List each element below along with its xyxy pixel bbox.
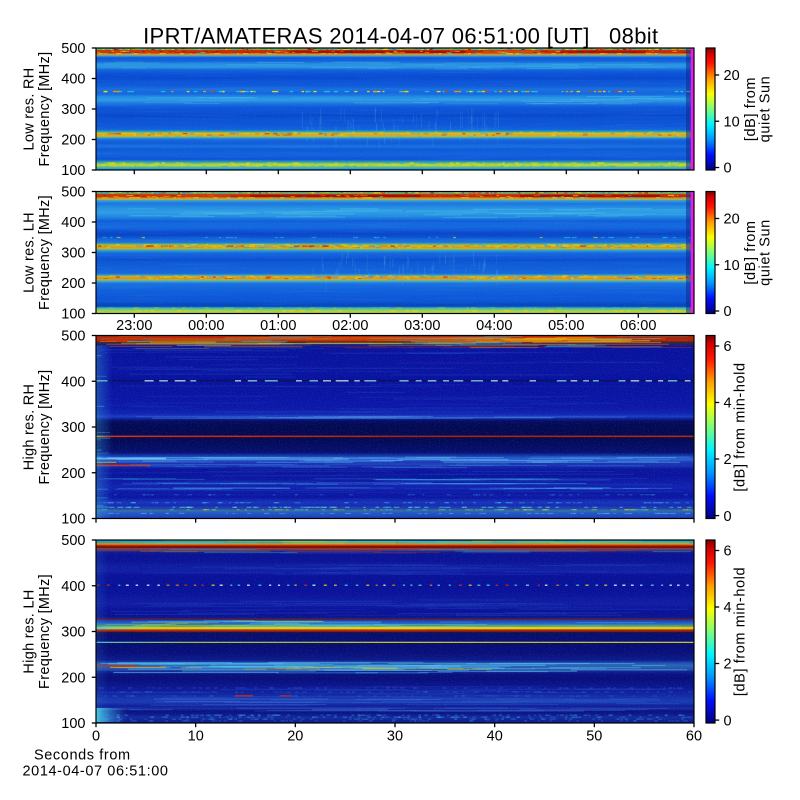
svg-text:300: 300 xyxy=(61,246,85,262)
svg-text:30: 30 xyxy=(387,729,403,745)
svg-text:IPRT/AMATERAS 2014-04-07 06:51: IPRT/AMATERAS 2014-04-07 06:51:00 [UT] 0… xyxy=(143,24,658,49)
svg-text:500: 500 xyxy=(61,185,85,201)
svg-text:20: 20 xyxy=(724,212,740,228)
svg-text:2: 2 xyxy=(724,452,732,468)
svg-text:[dB] from: [dB] from xyxy=(743,220,759,284)
svg-text:4: 4 xyxy=(724,600,732,616)
svg-text:High res. RH: High res. RH xyxy=(21,384,37,471)
svg-text:200: 200 xyxy=(61,276,85,292)
svg-text:23:00: 23:00 xyxy=(116,318,152,334)
svg-text:2014-04-07 06:51:00: 2014-04-07 06:51:00 xyxy=(23,764,169,780)
svg-text:0: 0 xyxy=(724,304,732,320)
svg-text:60: 60 xyxy=(686,729,702,745)
svg-text:03:00: 03:00 xyxy=(404,318,440,334)
svg-text:400: 400 xyxy=(61,579,85,595)
svg-text:01:00: 01:00 xyxy=(260,318,296,334)
svg-text:20: 20 xyxy=(287,729,303,745)
svg-text:06:00: 06:00 xyxy=(620,318,656,334)
svg-text:6: 6 xyxy=(724,544,732,560)
svg-text:0: 0 xyxy=(92,729,100,745)
svg-text:400: 400 xyxy=(61,215,85,231)
svg-text:00:00: 00:00 xyxy=(188,318,224,334)
svg-text:0: 0 xyxy=(724,161,732,177)
svg-text:0: 0 xyxy=(724,509,732,525)
svg-text:300: 300 xyxy=(61,102,85,118)
svg-text:200: 200 xyxy=(61,133,85,149)
svg-text:2: 2 xyxy=(724,657,732,673)
svg-text:Low res. LH: Low res. LH xyxy=(21,212,37,293)
svg-text:04:00: 04:00 xyxy=(476,318,512,334)
svg-text:[dB] from min-hold: [dB] from min-hold xyxy=(733,567,749,696)
svg-text:Frequency [MHz]: Frequency [MHz] xyxy=(37,195,53,310)
svg-text:100: 100 xyxy=(61,512,85,528)
svg-text:100: 100 xyxy=(61,307,85,323)
svg-text:Frequency [MHz]: Frequency [MHz] xyxy=(37,370,53,485)
svg-text:300: 300 xyxy=(61,625,85,641)
svg-text:4: 4 xyxy=(724,396,732,412)
svg-text:200: 200 xyxy=(61,466,85,482)
svg-text:[dB] from min-hold: [dB] from min-hold xyxy=(733,362,749,491)
svg-text:500: 500 xyxy=(61,533,85,549)
svg-text:20: 20 xyxy=(724,68,740,84)
svg-text:40: 40 xyxy=(487,729,503,745)
svg-text:500: 500 xyxy=(61,41,85,57)
svg-text:100: 100 xyxy=(61,716,85,732)
svg-text:400: 400 xyxy=(61,72,85,88)
svg-text:50: 50 xyxy=(586,729,602,745)
svg-text:[dB] from: [dB] from xyxy=(743,77,759,141)
svg-text:Seconds from: Seconds from xyxy=(34,748,131,764)
svg-text:10: 10 xyxy=(724,114,740,130)
svg-text:0: 0 xyxy=(724,713,732,729)
svg-text:100: 100 xyxy=(61,163,85,179)
svg-text:Frequency [MHz]: Frequency [MHz] xyxy=(37,574,53,689)
svg-text:400: 400 xyxy=(61,374,85,390)
svg-text:quiet Sun: quiet Sun xyxy=(758,219,774,286)
svg-text:05:00: 05:00 xyxy=(548,318,584,334)
svg-text:02:00: 02:00 xyxy=(332,318,368,334)
svg-text:quiet Sun: quiet Sun xyxy=(758,76,774,143)
svg-text:Low res. RH: Low res. RH xyxy=(21,67,37,150)
svg-text:10: 10 xyxy=(188,729,204,745)
svg-text:10: 10 xyxy=(724,258,740,274)
svg-text:500: 500 xyxy=(61,329,85,345)
svg-text:Frequency [MHz]: Frequency [MHz] xyxy=(37,52,53,167)
svg-text:6: 6 xyxy=(724,339,732,355)
svg-text:300: 300 xyxy=(61,420,85,436)
svg-text:200: 200 xyxy=(61,670,85,686)
svg-text:High res. LH: High res. LH xyxy=(21,589,37,673)
